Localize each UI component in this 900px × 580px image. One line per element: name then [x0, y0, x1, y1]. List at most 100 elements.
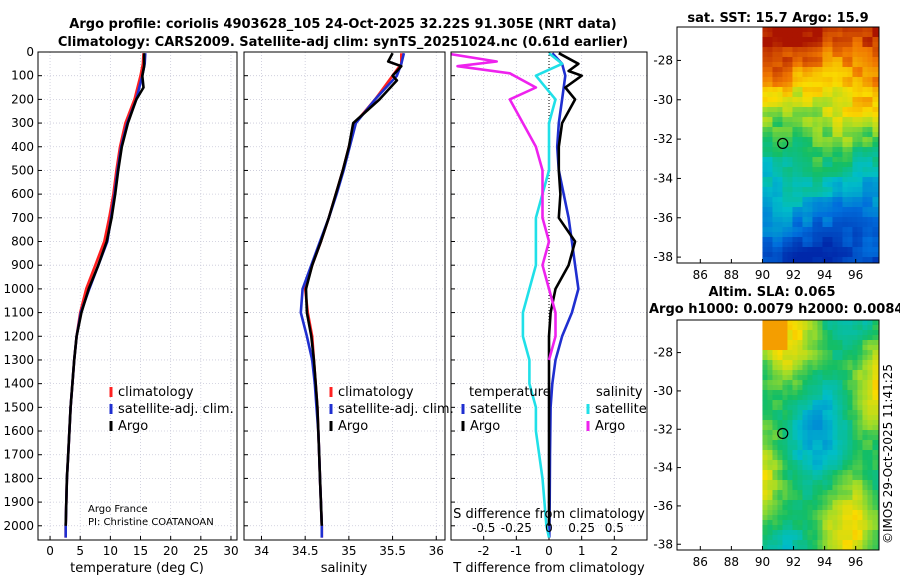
map-cell: [822, 67, 828, 73]
map-cell: [852, 57, 858, 63]
legend-label-climatology: climatology: [338, 385, 414, 400]
map-cell: [792, 370, 798, 376]
map-cell: [777, 395, 783, 401]
legend-label-temp-satellite: satellite: [470, 402, 522, 417]
map-cell: [867, 162, 873, 168]
map-cell: [872, 97, 878, 103]
map-cell: [812, 440, 818, 446]
map-cell: [767, 102, 773, 108]
map-cell: [772, 480, 778, 486]
map-cell: [802, 440, 808, 446]
map-cell: [842, 87, 848, 93]
map-cell: [777, 227, 783, 233]
map-cell: [832, 405, 838, 411]
map-cell: [832, 420, 838, 426]
map-cell: [827, 375, 833, 381]
map-cell: [857, 207, 863, 213]
map-cell: [857, 420, 863, 426]
map-cell: [877, 510, 879, 516]
map-cell: [847, 197, 853, 203]
map-cell: [842, 112, 848, 118]
map-cell: [877, 420, 879, 426]
map-cell: [852, 232, 858, 238]
map-cell: [807, 177, 813, 183]
map-cell: [842, 232, 848, 238]
map-cell: [842, 465, 848, 471]
map-cell: [867, 47, 873, 53]
map-cell: [857, 390, 863, 396]
map-cell: [812, 325, 818, 331]
map-cell: [787, 335, 793, 341]
map-cell: [807, 137, 813, 143]
map-cell: [877, 410, 879, 416]
map-cell: [817, 107, 823, 113]
sla-map-panel: 86 88 90 92 94 96-28-30-32-34-36-38: [653, 319, 880, 569]
map-cell: [767, 127, 773, 133]
map-cell: [802, 450, 808, 456]
map-cell: [862, 485, 868, 491]
map-cell: [862, 410, 868, 416]
map-cell: [847, 400, 853, 406]
map-cell: [842, 520, 848, 526]
map-cell: [787, 530, 793, 536]
map-cell: [842, 37, 848, 43]
map-cell: [822, 340, 828, 346]
map-cell: [872, 152, 878, 158]
map-cell: [812, 132, 818, 138]
map-cell: [807, 510, 813, 516]
map-cell: [802, 490, 808, 496]
map-cell: [772, 350, 778, 356]
map-cell: [862, 420, 868, 426]
y-tick-label: -34: [653, 171, 673, 185]
map-cell: [792, 380, 798, 386]
map-cell: [862, 480, 868, 486]
map-cell: [797, 42, 803, 48]
map-cell: [802, 365, 808, 371]
map-cell: [837, 355, 843, 361]
map-cell: [842, 57, 848, 63]
map-cell: [872, 380, 878, 386]
map-cell: [817, 227, 823, 233]
map-cell: [857, 42, 863, 48]
map-cell: [867, 345, 873, 351]
map-cell: [812, 72, 818, 78]
map-cell: [797, 47, 803, 53]
map-cell: [832, 62, 838, 68]
map-cell: [867, 500, 873, 506]
map-cell: [817, 375, 823, 381]
map-cell: [802, 227, 808, 233]
map-cell: [852, 182, 858, 188]
map-cell: [817, 27, 823, 33]
map-cell: [782, 540, 788, 546]
x-tick-label: 0: [545, 544, 553, 558]
salinity-legend: climatology satellite-adj. clim. Argo: [329, 385, 454, 434]
map-cell: [807, 430, 813, 436]
map-cell: [827, 510, 833, 516]
map-cell: [777, 430, 783, 436]
map-cell: [797, 212, 803, 218]
map-cell: [847, 42, 853, 48]
map-cell: [857, 127, 863, 133]
map-cell: [857, 157, 863, 163]
map-cell: [837, 172, 843, 178]
map-cell: [867, 455, 873, 461]
map-cell: [802, 480, 808, 486]
map-cell: [842, 430, 848, 436]
map-cell: [857, 480, 863, 486]
map-cell: [767, 510, 773, 516]
map-cell: [782, 450, 788, 456]
map-cell: [872, 455, 878, 461]
map-cell: [817, 77, 823, 83]
map-cell: [862, 340, 868, 346]
map-cell: [767, 495, 773, 501]
map-cell: [772, 510, 778, 516]
map-cell: [842, 485, 848, 491]
map-cell: [762, 515, 768, 521]
map-cell: [782, 520, 788, 526]
map-cell: [852, 350, 858, 356]
map-cell: [797, 82, 803, 88]
map-cell: [797, 395, 803, 401]
map-cell: [807, 530, 813, 536]
map-cell: [867, 385, 873, 391]
map-cell: [867, 247, 873, 253]
